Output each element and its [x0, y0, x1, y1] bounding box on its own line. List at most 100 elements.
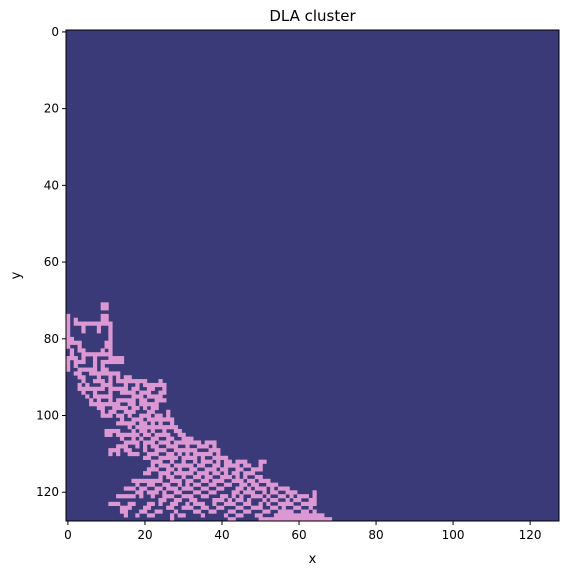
cluster-cell	[208, 490, 213, 495]
cluster-cell	[270, 482, 275, 487]
cluster-cell	[116, 379, 121, 384]
cluster-cell	[247, 463, 252, 468]
cluster-cell	[258, 513, 263, 518]
cluster-cell	[73, 321, 78, 326]
cluster-cell	[131, 486, 136, 491]
y-tick-label: 20	[44, 102, 59, 116]
cluster-cell	[123, 382, 128, 388]
cluster-cell	[266, 494, 271, 499]
cluster-cell	[200, 463, 205, 468]
cluster-cell	[208, 474, 213, 480]
cluster-cell	[166, 494, 171, 499]
cluster-cell	[204, 440, 209, 445]
cluster-cell	[108, 413, 113, 418]
cluster-cell	[173, 486, 179, 491]
cluster-cell	[181, 459, 186, 464]
cluster-cell	[158, 440, 163, 445]
cluster-cell	[243, 471, 248, 476]
cluster-cell	[223, 513, 229, 518]
cluster-cell	[227, 501, 232, 507]
cluster-cell	[96, 394, 102, 399]
cluster-cell	[177, 497, 182, 503]
cluster-cell	[162, 463, 167, 468]
cluster-cell	[146, 482, 152, 487]
cluster-cell	[77, 382, 82, 388]
cluster-cell	[212, 482, 217, 487]
cluster-cell	[96, 405, 102, 411]
cluster-cell	[108, 398, 113, 403]
cluster-cell	[150, 405, 155, 411]
cluster-cell	[169, 486, 175, 491]
cluster-cell	[100, 402, 105, 407]
cluster-cell	[166, 440, 171, 445]
cluster-cell	[185, 486, 190, 491]
cluster-cell	[208, 448, 213, 453]
cluster-cell	[162, 382, 167, 388]
cluster-cell	[320, 513, 325, 518]
cluster-cell	[135, 482, 140, 487]
cluster-cell	[108, 428, 113, 434]
cluster-cell	[127, 494, 132, 499]
cluster-cell	[108, 344, 113, 349]
cluster-cell	[108, 352, 113, 357]
cluster-cell	[112, 402, 117, 407]
cluster-cell	[185, 482, 190, 487]
cluster-cell	[104, 394, 109, 399]
cluster-cell	[108, 333, 113, 338]
cluster-cell	[123, 409, 128, 414]
cluster-cell	[127, 409, 132, 414]
cluster-cell	[193, 482, 198, 487]
cluster-cell	[189, 497, 194, 503]
cluster-cell	[173, 463, 179, 468]
cluster-cell	[96, 386, 102, 391]
cluster-cell	[166, 417, 171, 422]
cluster-cell	[308, 501, 313, 507]
cluster-cell	[150, 494, 155, 499]
cluster-cell	[143, 421, 148, 426]
cluster-cell	[146, 409, 152, 414]
cluster-cell	[108, 501, 113, 507]
cluster-cell	[146, 425, 152, 430]
cluster-cell	[216, 459, 221, 464]
cluster-cell	[293, 513, 298, 518]
cluster-cell	[143, 402, 148, 407]
cluster-cell	[154, 467, 159, 472]
cluster-cell	[212, 463, 217, 468]
cluster-cell	[189, 505, 194, 510]
cluster-cell	[143, 379, 148, 384]
cluster-cell	[166, 444, 171, 449]
cluster-cell	[200, 455, 205, 460]
cluster-cell	[247, 501, 252, 507]
cluster-cell	[254, 482, 259, 487]
cluster-cell	[81, 386, 86, 391]
cluster-cell	[104, 344, 109, 349]
cluster-cell	[100, 386, 105, 391]
cluster-cell	[289, 509, 294, 514]
cluster-cell	[243, 482, 248, 487]
cluster-cell	[127, 425, 132, 430]
cluster-cell	[154, 459, 159, 464]
cluster-cell	[181, 486, 186, 491]
cluster-cell	[146, 413, 152, 418]
cluster-cell	[150, 394, 155, 399]
cluster-cell	[189, 478, 194, 483]
cluster-cell	[131, 402, 136, 407]
cluster-cell	[123, 398, 128, 403]
cluster-cell	[119, 359, 125, 365]
cluster-cell	[297, 497, 302, 503]
cluster-cell	[81, 329, 86, 334]
cluster-cell	[150, 482, 155, 487]
cluster-cell	[308, 513, 313, 518]
cluster-cell	[223, 455, 229, 460]
cluster-cell	[69, 340, 75, 345]
cluster-cell	[277, 486, 283, 491]
cluster-cell	[81, 356, 86, 361]
cluster-cell	[96, 379, 102, 384]
cluster-cell	[216, 455, 221, 460]
cluster-cell	[104, 352, 109, 357]
cluster-cell	[131, 394, 136, 399]
cluster-cell	[239, 505, 244, 510]
cluster-cell	[108, 356, 113, 361]
cluster-cell	[304, 501, 309, 507]
cluster-cell	[143, 390, 148, 395]
